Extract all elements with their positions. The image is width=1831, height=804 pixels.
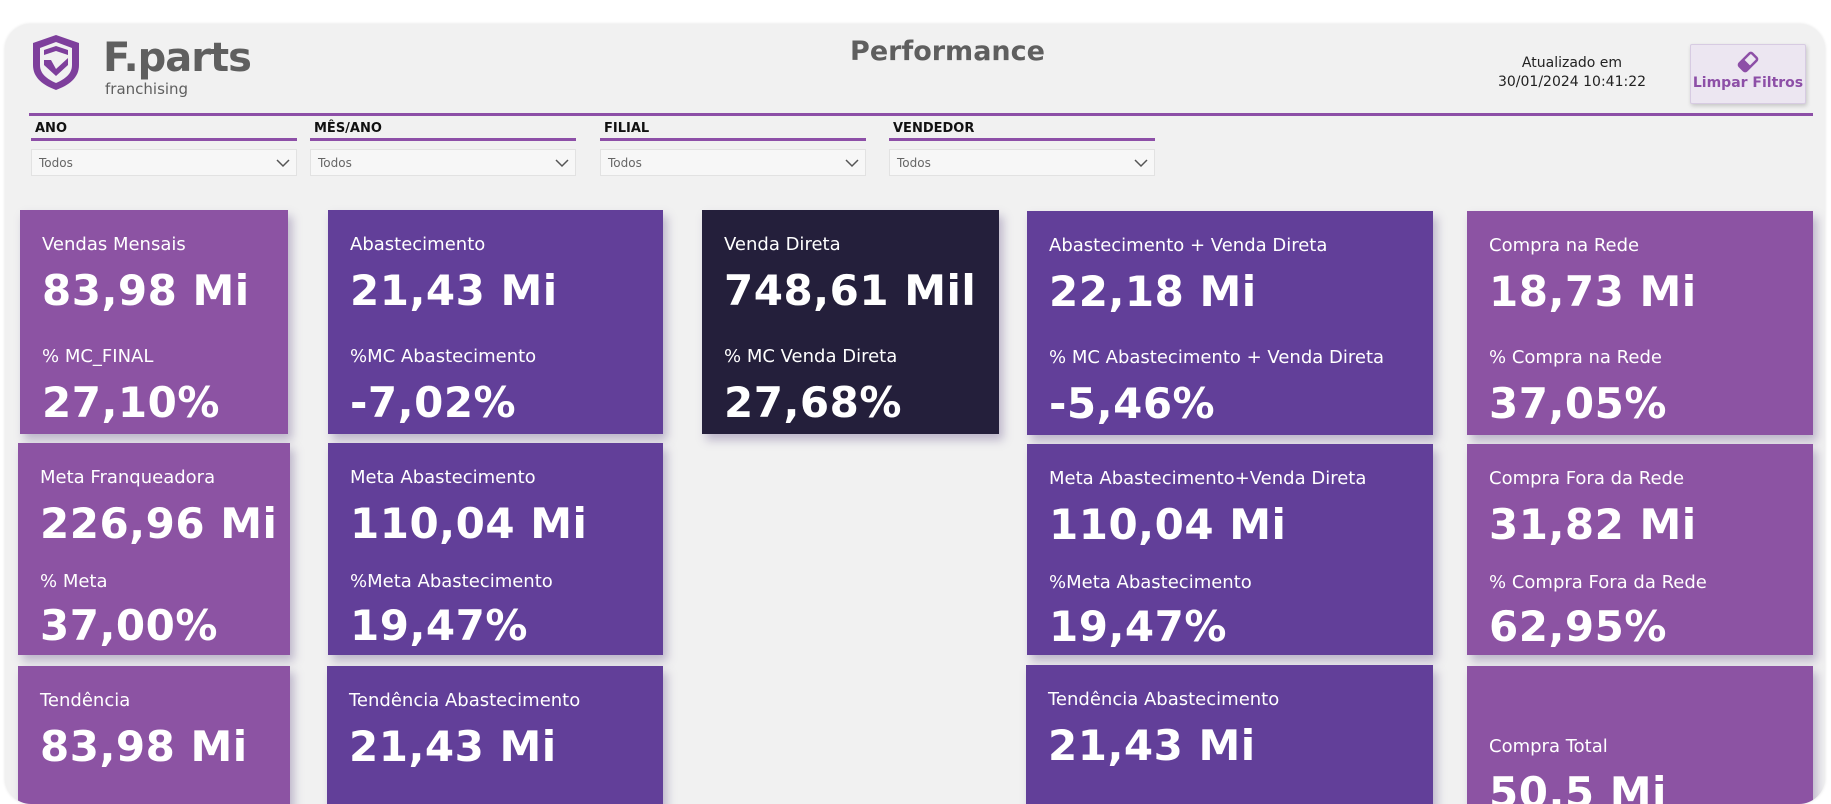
card-compra-fora-da-rede: Compra Fora da Rede 31,82 Mi % Compra Fo… [1467,444,1813,655]
card-subtitle: % Compra Fora da Rede [1489,572,1707,593]
chevron-down-icon [845,159,859,168]
eraser-icon [1737,51,1759,73]
chevron-down-icon [276,159,290,168]
card-subtitle: % MC_FINAL [42,346,154,367]
chevron-down-icon [555,159,569,168]
card-value: 83,98 Mi [40,722,248,771]
card-title: Compra Total [1489,736,1608,757]
filter-vendedor: VENDEDOR Todos [889,120,1155,176]
card-title: Vendas Mensais [42,234,186,255]
clear-filters-label: Limpar Filtros [1692,75,1804,91]
card-value: 21,43 Mi [349,722,557,771]
filter-ano-dropdown[interactable]: Todos [31,149,297,176]
card-subvalue: 27,68% [724,378,902,427]
report-canvas: F.parts franchising Performance Atualiza… [5,24,1825,804]
card-title: Abastecimento + Venda Direta [1049,235,1328,256]
filter-filial: FILIAL Todos [600,120,866,176]
card-title: Venda Direta [724,234,841,255]
chevron-down-icon [1134,159,1148,168]
card-value: 110,04 Mi [350,499,588,548]
card-title: Compra na Rede [1489,235,1640,256]
card-tendencia-abastecimento: Tendência Abastecimento 21,43 Mi [327,666,663,804]
card-tendencia: Tendência 83,98 Mi [18,666,290,804]
clear-filters-button[interactable]: Limpar Filtros [1690,44,1806,104]
card-meta-franqueadora: Meta Franqueadora 226,96 Mi % Meta 37,00… [18,443,290,655]
filter-mes-ano: MÊS/ANO Todos [310,120,576,176]
card-value: 748,61 Mil [724,266,977,315]
updated-label: Atualizado em [1521,55,1623,71]
card-subvalue: 62,95% [1489,602,1667,651]
fparts-logo-icon [33,35,79,90]
filter-vendedor-dropdown[interactable]: Todos [889,149,1155,176]
card-title: Meta Abastecimento+Venda Direta [1049,468,1367,489]
card-title: Compra Fora da Rede [1489,468,1685,489]
card-value: 110,04 Mi [1049,500,1287,549]
card-title: Abastecimento [350,234,486,255]
card-abastecimento: Abastecimento 21,43 Mi %MC Abastecimento… [328,210,663,434]
filter-vendedor-value: Todos [897,156,931,170]
filter-filial-dropdown[interactable]: Todos [600,149,866,176]
filter-filial-label: FILIAL [600,120,866,141]
header-divider [29,113,1813,116]
card-subvalue: 27,10% [42,378,220,427]
card-venda-direta: Venda Direta 748,61 Mil % MC Venda Diret… [702,210,999,434]
card-subtitle: % Compra na Rede [1489,347,1662,368]
card-subvalue: 37,05% [1489,379,1667,428]
filter-vendedor-label: VENDEDOR [889,120,1155,141]
filter-mes-ano-label: MÊS/ANO [310,120,576,141]
brand-name: F.parts [103,35,252,81]
card-tendencia-abastecimento-2: Tendência Abastecimento 21,43 Mi [1026,665,1433,804]
filter-filial-value: Todos [608,156,642,170]
card-value: 83,98 Mi [42,266,250,315]
page-title: Performance [850,36,1045,67]
filter-mes-ano-dropdown[interactable]: Todos [310,149,576,176]
card-subvalue: -7,02% [350,378,517,427]
brand-subtitle: franchising [105,80,189,98]
card-compra-total: Compra Total 50,5 Mi [1467,666,1813,804]
card-title: Meta Abastecimento [350,467,536,488]
filter-ano-label: ANO [31,120,297,141]
card-value: 31,82 Mi [1489,500,1697,549]
card-subvalue: 19,47% [1049,602,1227,651]
card-subtitle: % MC Abastecimento + Venda Direta [1049,347,1385,368]
card-value: 21,43 Mi [1048,721,1256,770]
card-title: Tendência [40,690,131,711]
card-subtitle: % MC Venda Direta [724,346,898,367]
card-value: 22,18 Mi [1049,267,1257,316]
filter-ano-value: Todos [39,156,73,170]
card-subtitle: %Meta Abastecimento [350,571,553,592]
card-value: 226,96 Mi [40,499,278,548]
card-abastecimento-venda-direta: Abastecimento + Venda Direta 22,18 Mi % … [1027,211,1433,435]
card-title: Tendência Abastecimento [1048,689,1280,710]
updated-timestamp: 30/01/2024 10:41:22 [1497,74,1647,90]
card-subtitle: % Meta [40,571,108,592]
card-subtitle: %MC Abastecimento [350,346,537,367]
card-compra-na-rede: Compra na Rede 18,73 Mi % Compra na Rede… [1467,211,1813,435]
card-value: 50,5 Mi [1489,768,1667,804]
card-title: Tendência Abastecimento [349,690,581,711]
last-updated: Atualizado em 30/01/2024 10:41:22 [1497,54,1647,92]
card-vendas-mensais: Vendas Mensais 83,98 Mi % MC_FINAL 27,10… [20,210,288,434]
filter-mes-ano-value: Todos [318,156,352,170]
card-title: Meta Franqueadora [40,467,216,488]
card-meta-abastecimento: Meta Abastecimento 110,04 Mi %Meta Abast… [328,443,663,655]
card-subvalue: 37,00% [40,601,218,650]
filter-ano: ANO Todos [31,120,297,176]
card-subvalue: -5,46% [1049,379,1216,428]
card-meta-abastecimento-venda-direta: Meta Abastecimento+Venda Direta 110,04 M… [1027,444,1433,655]
card-value: 21,43 Mi [350,266,558,315]
card-value: 18,73 Mi [1489,267,1697,316]
card-subvalue: 19,47% [350,601,528,650]
card-subtitle: %Meta Abastecimento [1049,572,1252,593]
